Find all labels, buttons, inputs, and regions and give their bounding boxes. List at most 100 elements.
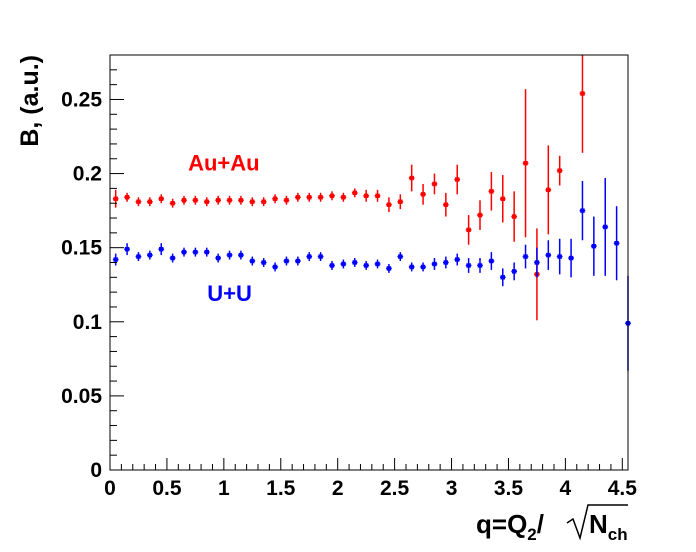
data-point (386, 266, 392, 271)
data-point (511, 214, 517, 219)
data-point (307, 254, 312, 259)
data-point (455, 177, 460, 182)
data-point (136, 254, 141, 259)
data-point (215, 198, 221, 203)
data-point (398, 254, 403, 259)
data-point (181, 198, 187, 203)
x-axis-label-root-subscript: ch (608, 525, 628, 544)
data-point (546, 187, 551, 193)
data-point (500, 196, 505, 201)
data-point (466, 227, 471, 233)
data-point (181, 249, 187, 255)
data-point (466, 263, 471, 268)
data-point (307, 195, 312, 200)
data-point (557, 254, 562, 259)
y-tick-label: 0.25 (61, 88, 102, 111)
data-point (193, 198, 198, 203)
x-tick-label: 1 (218, 477, 230, 500)
x-axis-label: q=Q2/ (476, 509, 544, 544)
y-axis-label: B, (a.u.) (16, 55, 44, 147)
annotation-label: Au+Au (188, 151, 260, 176)
x-tick-label: 4 (560, 477, 572, 500)
data-point (557, 168, 562, 173)
data-point (477, 212, 483, 218)
data-point (443, 260, 449, 265)
sqrt-sign (566, 504, 628, 541)
data-point (352, 190, 357, 196)
data-point (489, 189, 494, 194)
data-point (318, 195, 323, 200)
data-point (477, 263, 483, 268)
series-u-u (112, 178, 631, 371)
plot-area (112, 55, 631, 371)
series-au-au (112, 55, 586, 321)
data-point (329, 263, 335, 268)
data-point (147, 252, 153, 258)
data-point (363, 193, 369, 199)
data-point (318, 254, 323, 259)
data-point (534, 260, 540, 265)
data-point (238, 198, 244, 203)
data-point (113, 196, 118, 201)
data-point (375, 261, 380, 267)
axes: 0 0.5 1 1.5 2 2.5 3 3.5 4 4.5 0 0.05 0.1 0.15 0.2 0.25 B… (16, 54, 638, 544)
y-tick-label: 0.05 (61, 385, 102, 408)
data-point (159, 196, 164, 201)
data-point (238, 252, 244, 258)
data-point (329, 193, 335, 199)
y-tick-label: 0.1 (73, 311, 103, 334)
data-point (124, 246, 130, 252)
data-point (227, 198, 232, 203)
data-point (284, 258, 289, 264)
data-point (341, 261, 346, 267)
data-point (204, 199, 209, 204)
data-point (341, 195, 346, 200)
y-tick-label: 0.15 (61, 237, 102, 260)
data-point (409, 175, 414, 181)
x-tick-label: 4.5 (608, 477, 638, 500)
data-point (614, 241, 619, 246)
data-point (284, 198, 289, 203)
x-axis-label-root: Nch (589, 509, 628, 544)
data-point (170, 255, 175, 261)
x-tick-label: 3.5 (494, 477, 524, 500)
data-point (511, 269, 517, 274)
data-point (603, 224, 608, 230)
data-point (546, 252, 551, 258)
annotation-label: U+U (207, 281, 252, 306)
data-point (352, 260, 357, 265)
data-point (113, 257, 118, 262)
data-point (261, 260, 266, 265)
x-tick-label: 3 (446, 477, 458, 500)
data-point (136, 199, 141, 204)
data-point (295, 195, 301, 200)
data-point (250, 258, 255, 264)
x-tick-label: 0.5 (152, 477, 182, 500)
x-tick-label: 1.5 (266, 477, 296, 500)
annotations: Au+Au U+U (188, 151, 260, 306)
data-point (420, 264, 426, 270)
data-point (580, 91, 585, 96)
data-point (432, 261, 437, 267)
data-point (295, 258, 301, 264)
data-point (580, 208, 585, 213)
data-point (272, 264, 278, 270)
data-point (215, 255, 221, 261)
x-axis-label-main: q=Q (476, 509, 527, 539)
data-point (489, 258, 494, 264)
data-point (443, 202, 449, 207)
y-tick-label: 0.2 (73, 163, 102, 186)
data-point (204, 249, 209, 255)
data-point (363, 263, 369, 268)
data-point (227, 252, 232, 258)
y-tick-label: 0 (90, 459, 102, 482)
x-tick-label: 2 (332, 477, 344, 500)
data-point (375, 193, 380, 199)
x-axis-label-subscript: 2 (527, 525, 536, 544)
data-point (523, 254, 528, 259)
data-point (523, 160, 528, 166)
data-point (124, 195, 130, 200)
data-point (455, 257, 460, 262)
